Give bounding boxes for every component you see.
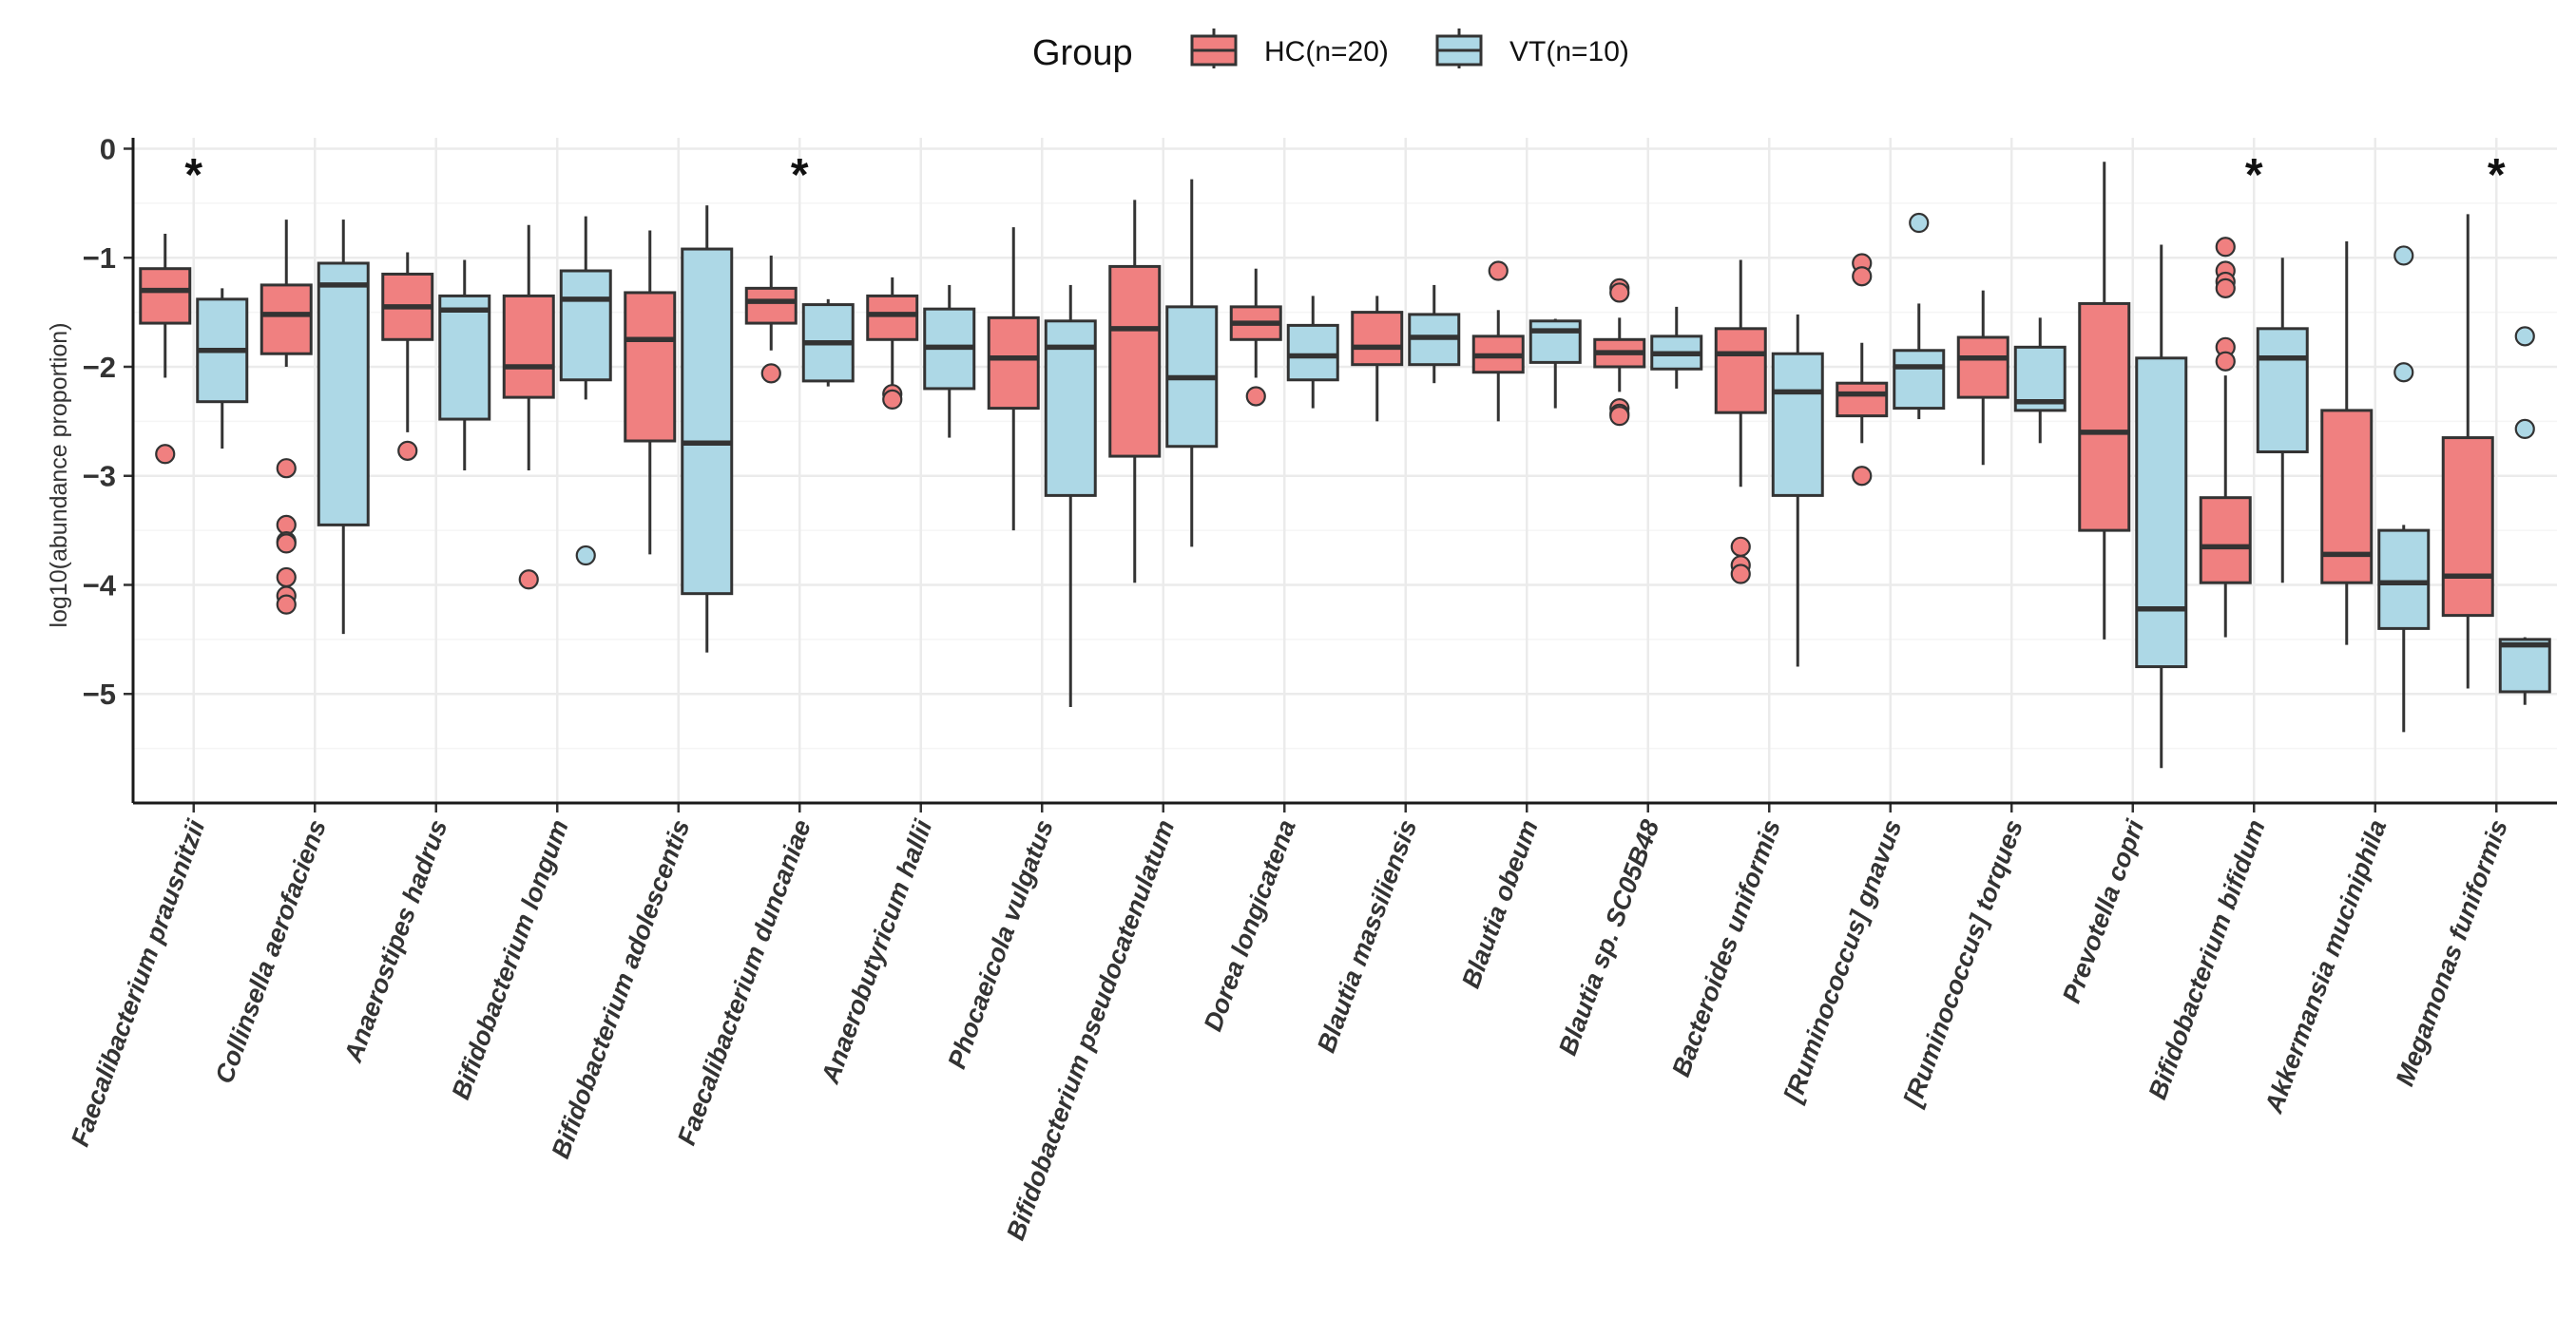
category-group bbox=[1956, 290, 2067, 466]
category-group bbox=[1714, 259, 1824, 667]
box-hc bbox=[866, 294, 919, 341]
box-vt bbox=[2498, 638, 2551, 694]
outlier-point-hc bbox=[276, 594, 297, 615]
y-tick-label: −4 bbox=[83, 568, 117, 602]
legend-title: Group bbox=[1032, 33, 1133, 73]
box-vt bbox=[2135, 356, 2188, 669]
outlier-point-vt bbox=[2514, 418, 2535, 439]
outlier-point-vt bbox=[1909, 212, 1930, 234]
box-hc bbox=[502, 294, 555, 399]
category-group: * bbox=[2441, 150, 2551, 705]
significance-star: * bbox=[2245, 150, 2263, 201]
outlier-point-vt bbox=[2393, 245, 2414, 266]
category-group bbox=[1351, 284, 1461, 422]
outlier-point-hc bbox=[1245, 386, 1266, 407]
box-vt bbox=[681, 247, 734, 596]
category-group bbox=[1593, 277, 1703, 427]
category-group: * bbox=[744, 150, 855, 387]
outlier-point-hc bbox=[2215, 351, 2236, 372]
box-hc bbox=[1108, 264, 1162, 458]
box-hc bbox=[1714, 327, 1767, 414]
box-hc bbox=[2078, 301, 2131, 532]
box-hc bbox=[1956, 335, 2009, 399]
y-tick-label: −5 bbox=[83, 678, 116, 711]
box-hc bbox=[2199, 496, 2252, 584]
box-vt bbox=[1286, 323, 1339, 382]
outlier-point-vt bbox=[2514, 326, 2535, 347]
box-vt bbox=[1893, 349, 1946, 411]
outlier-point-hc bbox=[2215, 237, 2236, 258]
outlier-point-hc bbox=[276, 533, 297, 554]
box-hc bbox=[624, 291, 677, 443]
box-vt bbox=[2256, 327, 2309, 453]
box-hc bbox=[260, 283, 313, 355]
box-hc bbox=[744, 286, 798, 325]
category-group bbox=[987, 227, 1097, 708]
category-group bbox=[1471, 260, 1582, 422]
box-vt bbox=[2377, 528, 2431, 630]
y-tick-label: −2 bbox=[83, 351, 116, 384]
category-group bbox=[624, 205, 734, 653]
legend-label-hc: HC(n=20) bbox=[1264, 36, 1389, 67]
category-group bbox=[1229, 268, 1339, 409]
outlier-point-hc bbox=[1609, 406, 1630, 427]
y-tick-label: −3 bbox=[83, 460, 116, 493]
category-group bbox=[381, 252, 491, 470]
category-group bbox=[502, 216, 612, 590]
category-group: * bbox=[139, 150, 249, 465]
significance-star: * bbox=[184, 150, 202, 201]
outlier-point-hc bbox=[1852, 466, 1873, 487]
y-tick-label: 0 bbox=[100, 132, 116, 165]
significance-star: * bbox=[791, 150, 809, 201]
box-hc bbox=[1351, 311, 1404, 367]
outlier-point-hc bbox=[397, 440, 418, 461]
category-group bbox=[1108, 179, 1219, 583]
y-axis-ticks: 0 −1 −2 −3 −4 −5 bbox=[83, 132, 133, 711]
category-group bbox=[1836, 212, 1946, 487]
category-group bbox=[2320, 241, 2431, 733]
box-vt bbox=[1044, 319, 1097, 497]
category-group bbox=[2078, 162, 2188, 769]
box-hc bbox=[987, 315, 1040, 411]
category-group: * bbox=[2199, 150, 2309, 638]
box-vt bbox=[559, 269, 612, 382]
legend-key-hc bbox=[1190, 29, 1238, 68]
legend-key-vt bbox=[1435, 29, 1483, 68]
box-vt bbox=[438, 294, 491, 421]
box-hc bbox=[1836, 381, 1889, 418]
category-group bbox=[260, 220, 370, 635]
outlier-point-hc bbox=[1609, 282, 1630, 303]
y-axis-label: log10(abundance proportion) bbox=[46, 322, 72, 627]
outlier-point-hc bbox=[882, 389, 903, 411]
outlier-point-vt bbox=[575, 545, 596, 566]
outlier-point-hc bbox=[1730, 536, 1751, 557]
outlier-point-hc bbox=[276, 566, 297, 588]
outlier-point-hc bbox=[2215, 277, 2236, 298]
outlier-point-hc bbox=[155, 444, 176, 465]
box-hc bbox=[139, 267, 192, 325]
y-tick-label: −1 bbox=[83, 241, 116, 275]
box-hc bbox=[2441, 436, 2494, 618]
boxes: * * * * bbox=[139, 150, 2551, 769]
outlier-point-hc bbox=[1488, 260, 1509, 281]
box-vt bbox=[1528, 319, 1582, 364]
outlier-point-vt bbox=[2393, 362, 2414, 383]
outlier-point-hc bbox=[760, 363, 781, 384]
outlier-point-hc bbox=[1730, 564, 1751, 584]
legend-label-vt: VT(n=10) bbox=[1509, 36, 1629, 67]
significance-star: * bbox=[2488, 150, 2506, 201]
box-vt bbox=[317, 261, 370, 526]
legend: Group HC(n=20) VT(n=10) bbox=[1032, 29, 1629, 73]
outlier-point-hc bbox=[276, 458, 297, 479]
outlier-point-hc bbox=[1852, 266, 1873, 287]
box-vt bbox=[1771, 352, 1824, 497]
outlier-point-hc bbox=[518, 569, 539, 590]
category-group bbox=[866, 277, 976, 438]
